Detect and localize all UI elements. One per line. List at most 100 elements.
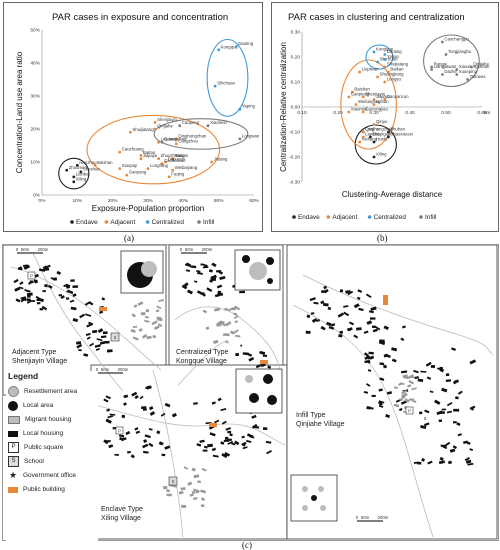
caption-b: (b)	[377, 233, 388, 243]
y-tick-label: 0.20	[291, 55, 301, 61]
local-house	[267, 365, 272, 369]
school-icon: S	[424, 416, 427, 421]
local-house	[36, 298, 42, 302]
local-house	[440, 444, 447, 447]
data-point	[79, 170, 83, 174]
school-icon: S	[8, 456, 19, 467]
point-label: Jiajiayu	[376, 94, 391, 99]
local-house	[247, 353, 253, 357]
data-point	[174, 142, 178, 146]
local-house	[378, 340, 386, 346]
local-house	[343, 305, 349, 308]
scale-label: 50m	[21, 247, 30, 252]
migrant-house	[234, 334, 241, 338]
migrant-house	[407, 384, 412, 388]
x-tick-label: 30%	[143, 198, 153, 204]
local-house	[69, 299, 75, 303]
local-house	[400, 337, 405, 342]
point-label: Shuangjiang	[380, 72, 405, 77]
local-house	[181, 284, 188, 290]
data-point	[383, 98, 387, 101]
data-point	[118, 167, 122, 171]
star-icon: ★	[8, 470, 18, 480]
local-house	[438, 419, 443, 422]
local-house	[239, 290, 246, 294]
migrant-house	[234, 320, 238, 324]
local-house	[413, 369, 419, 374]
local-house	[262, 427, 268, 431]
point-label: Xiaoxiangshuan	[459, 64, 490, 69]
local-house	[353, 303, 360, 309]
local-house	[441, 387, 448, 393]
data-point	[383, 58, 387, 61]
scale-label: 50m	[185, 247, 194, 252]
data-point	[361, 95, 365, 99]
local-house	[209, 432, 216, 437]
local-house	[21, 296, 27, 301]
legend-item-resettlement: Resettlement area	[8, 386, 77, 397]
data-point	[358, 70, 361, 74]
map-label-infill: Infill Type Qinjiahe Village	[296, 412, 345, 428]
local-house	[85, 332, 91, 337]
local-house	[102, 331, 108, 335]
local-house	[378, 400, 383, 405]
data-point	[153, 121, 157, 124]
scale-label: 200m	[378, 515, 389, 520]
local-house	[391, 347, 398, 352]
data-point	[118, 150, 122, 154]
local-house	[83, 353, 89, 357]
road	[10, 266, 162, 371]
local-house	[78, 349, 82, 352]
migrant-house	[234, 305, 241, 311]
local-house	[375, 326, 381, 331]
local-house	[368, 310, 374, 314]
local-house	[131, 391, 138, 397]
local-house	[212, 454, 219, 458]
local-house	[199, 439, 205, 443]
point-label: Qinjiu	[376, 119, 388, 124]
x-tick-label: 0.40	[405, 110, 415, 116]
local-house	[401, 370, 408, 374]
data-point	[72, 175, 76, 179]
local-house	[160, 412, 166, 417]
data-point	[372, 50, 376, 54]
local-house	[221, 453, 228, 459]
local-house	[139, 395, 144, 400]
y-tick-label: 40%	[30, 61, 40, 67]
point-label: Weibaiyang	[175, 165, 198, 170]
public-square-icon-label: P	[408, 408, 411, 413]
chart-title: PAR cases in clustering and centralizati…	[288, 12, 465, 23]
point-label: Longfang	[150, 163, 169, 168]
chart-panel-a: PAR cases in exposure and concentration …	[3, 2, 263, 232]
x-tick-label: 20%	[108, 198, 118, 204]
migrant-house	[187, 481, 193, 486]
point-label: Zhuhan	[390, 127, 405, 132]
migrant-house	[157, 323, 163, 327]
migrant-house	[171, 484, 178, 488]
point-label: Jiutang	[214, 157, 228, 162]
data-point	[361, 130, 365, 134]
local-house	[353, 334, 359, 339]
data-point	[139, 157, 143, 161]
data-point	[171, 157, 175, 161]
local-house	[447, 460, 452, 465]
local-house	[114, 453, 119, 456]
migrant-house	[205, 326, 210, 331]
data-point	[146, 167, 150, 171]
data-point	[376, 60, 379, 64]
local-house	[148, 406, 154, 411]
migrant-house	[146, 335, 152, 340]
point-label: Aishang	[362, 137, 378, 142]
local-area-circle	[267, 395, 277, 405]
road	[302, 274, 494, 356]
local-house	[99, 341, 106, 345]
local-house	[457, 390, 463, 395]
local-house	[209, 279, 213, 283]
local-house	[202, 449, 208, 452]
local-house	[326, 321, 332, 327]
caption-c: (c)	[242, 540, 252, 550]
local-house	[224, 436, 229, 440]
point-label: Qinjiahe	[473, 62, 489, 67]
migrant-house	[229, 330, 235, 335]
local-house	[197, 271, 203, 275]
